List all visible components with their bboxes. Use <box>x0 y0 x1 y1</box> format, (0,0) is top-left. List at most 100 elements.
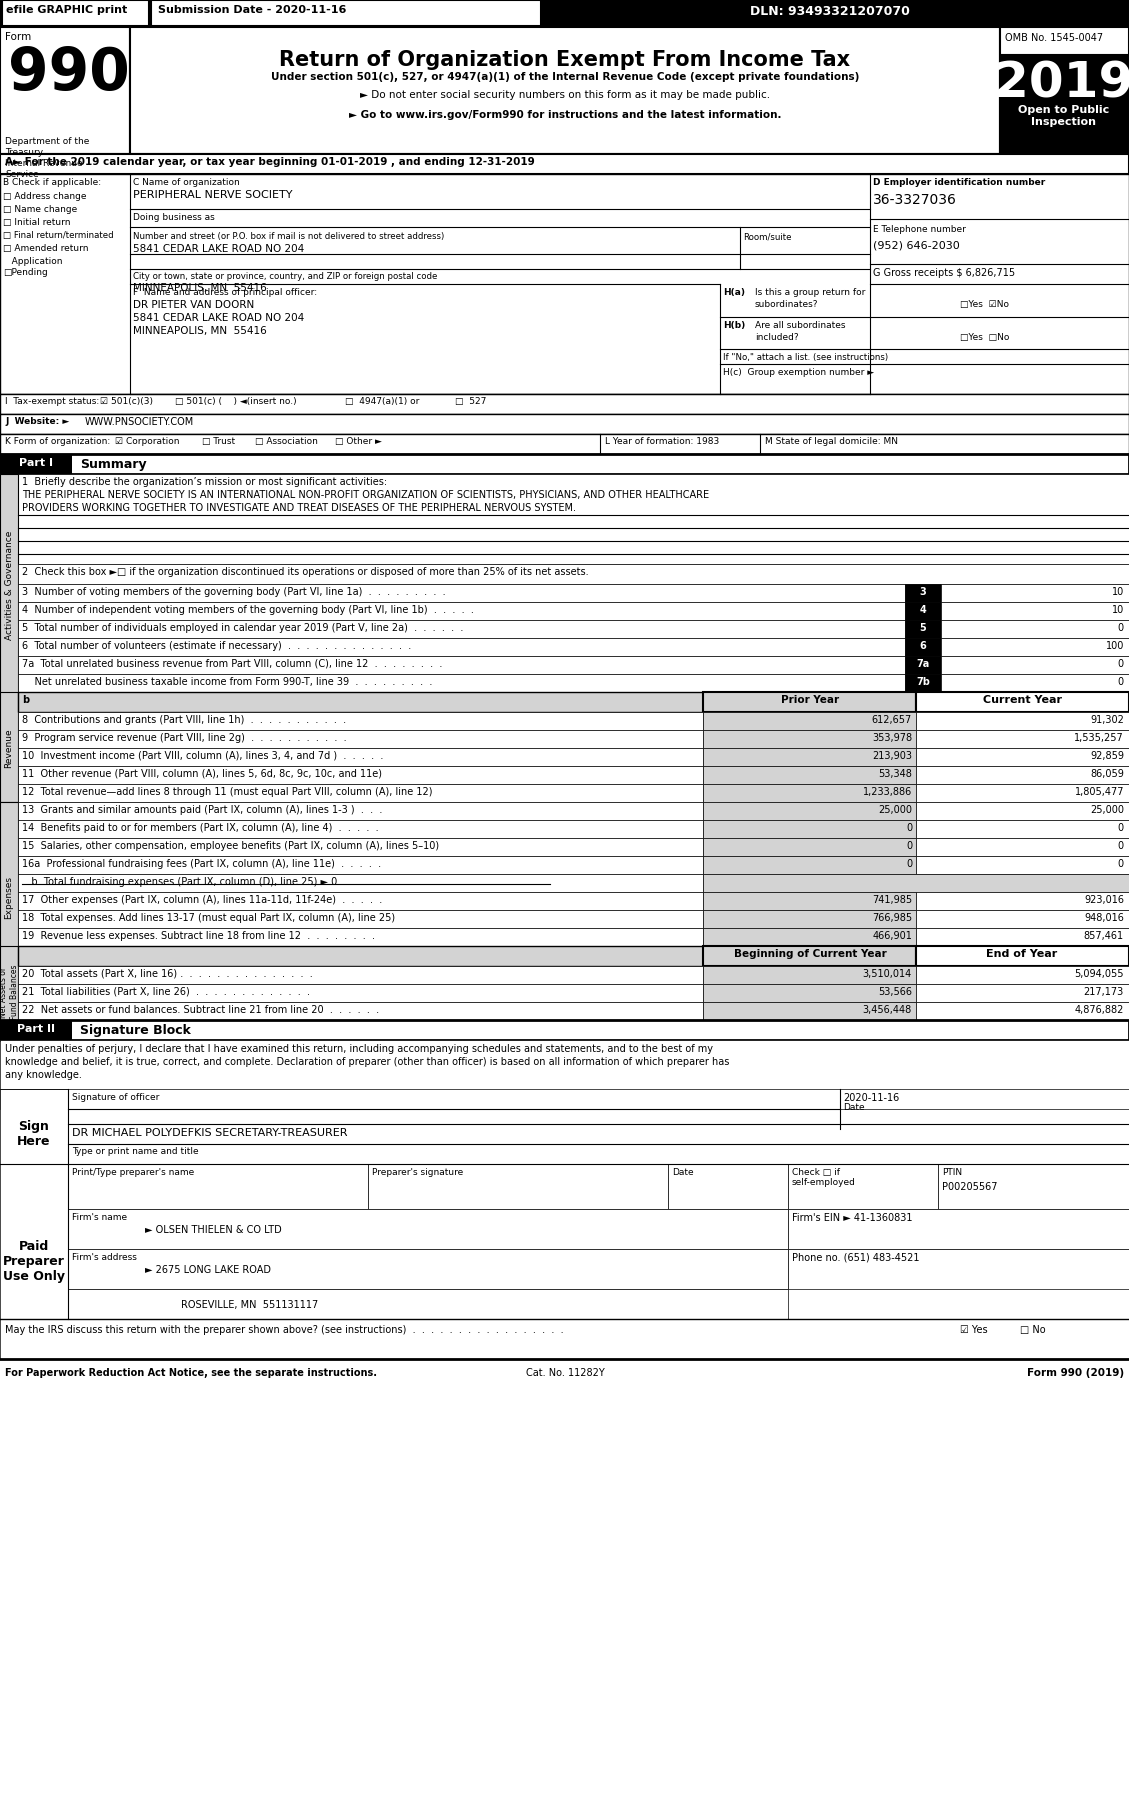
Text: ► 2675 LONG LAKE ROAD: ► 2675 LONG LAKE ROAD <box>145 1265 271 1274</box>
Text: 0: 0 <box>1118 623 1124 632</box>
Bar <box>0 947 18 1037</box>
Bar <box>0 1164 68 1319</box>
Bar <box>703 911 916 929</box>
Bar <box>18 911 703 929</box>
Bar <box>18 692 703 712</box>
Text: 6: 6 <box>920 641 927 651</box>
Text: 5  Total number of individuals employed in calendar year 2019 (Part V, line 2a) : 5 Total number of individuals employed i… <box>21 623 463 632</box>
Text: PERIPHERAL NERVE SOCIETY: PERIPHERAL NERVE SOCIETY <box>133 190 292 201</box>
Text: 25,000: 25,000 <box>1089 804 1124 815</box>
Bar <box>18 638 905 656</box>
Bar <box>703 1003 916 1021</box>
Bar <box>2 2 149 27</box>
Text: 741,985: 741,985 <box>872 894 912 905</box>
Text: 15  Salaries, other compensation, employee benefits (Part IX, column (A), lines : 15 Salaries, other compensation, employe… <box>21 840 439 851</box>
Text: 5841 CEDAR LAKE ROAD NO 204: 5841 CEDAR LAKE ROAD NO 204 <box>133 313 304 323</box>
Text: I  Tax-exempt status:: I Tax-exempt status: <box>5 398 99 407</box>
Bar <box>68 1249 788 1288</box>
Text: 466,901: 466,901 <box>872 931 912 940</box>
Text: Revenue: Revenue <box>5 728 14 768</box>
Bar <box>0 435 1129 455</box>
Text: 990: 990 <box>8 45 130 101</box>
Text: ► OLSEN THIELEN & CO LTD: ► OLSEN THIELEN & CO LTD <box>145 1225 282 1234</box>
Text: 612,657: 612,657 <box>872 714 912 725</box>
Text: DR PIETER VAN DOORN: DR PIETER VAN DOORN <box>133 300 254 309</box>
Text: □ Amended return: □ Amended return <box>3 244 88 253</box>
Text: Signature of officer: Signature of officer <box>72 1093 159 1102</box>
Text: 91,302: 91,302 <box>1091 714 1124 725</box>
Bar <box>788 1164 938 1209</box>
Text: 3: 3 <box>920 587 927 596</box>
Bar <box>788 1209 1129 1249</box>
Bar <box>0 455 1129 475</box>
Bar <box>18 604 905 620</box>
Text: 766,985: 766,985 <box>872 913 912 923</box>
Text: May the IRS discuss this return with the preparer shown above? (see instructions: May the IRS discuss this return with the… <box>5 1325 563 1334</box>
Text: Beginning of Current Year: Beginning of Current Year <box>734 949 886 958</box>
Bar <box>0 1090 68 1164</box>
Bar <box>18 947 703 967</box>
Text: 17  Other expenses (Part IX, column (A), lines 11a-11d, 11f-24e)  .  .  .  .  .: 17 Other expenses (Part IX, column (A), … <box>21 894 383 905</box>
Bar <box>18 748 703 766</box>
Bar <box>916 820 1129 838</box>
Text: ☑ Yes: ☑ Yes <box>960 1325 988 1334</box>
Text: C Name of organization: C Name of organization <box>133 177 239 186</box>
Bar <box>18 820 703 838</box>
Bar <box>18 838 703 857</box>
Text: 5: 5 <box>920 623 927 632</box>
Text: Cat. No. 11282Y: Cat. No. 11282Y <box>526 1368 604 1377</box>
Bar <box>703 838 916 857</box>
Text: 22  Net assets or fund balances. Subtract line 21 from line 20  .  .  .  .  .  .: 22 Net assets or fund balances. Subtract… <box>21 1005 379 1014</box>
Text: □Yes  □No: □Yes □No <box>960 332 1009 342</box>
Bar <box>18 766 703 784</box>
Text: P00205567: P00205567 <box>942 1182 998 1191</box>
Text: 10: 10 <box>1112 587 1124 596</box>
Text: J  Website: ►: J Website: ► <box>5 417 69 426</box>
Text: Net unrelated business taxable income from Form 990-T, line 39  .  .  .  .  .  .: Net unrelated business taxable income fr… <box>21 676 432 687</box>
Bar <box>940 674 1129 692</box>
Text: □ Other ►: □ Other ► <box>335 437 382 446</box>
Text: 7a: 7a <box>917 658 929 669</box>
Text: ROSEVILLE, MN  551131117: ROSEVILLE, MN 551131117 <box>182 1299 318 1310</box>
Text: Open to Public
Inspection: Open to Public Inspection <box>1018 105 1110 126</box>
Text: ☑ 501(c)(3): ☑ 501(c)(3) <box>100 398 154 407</box>
Text: WWW.PNSOCIETY.COM: WWW.PNSOCIETY.COM <box>85 417 194 426</box>
Bar <box>916 692 1129 712</box>
Bar <box>916 857 1129 875</box>
Text: 0: 0 <box>905 858 912 869</box>
Text: 4  Number of independent voting members of the governing body (Part VI, line 1b): 4 Number of independent voting members o… <box>21 605 474 614</box>
Bar <box>703 967 916 985</box>
Text: ☑ Corporation: ☑ Corporation <box>115 437 180 446</box>
Text: (952) 646-2030: (952) 646-2030 <box>873 240 960 249</box>
Bar <box>0 394 1129 416</box>
Bar <box>703 712 916 730</box>
Bar <box>703 947 916 967</box>
Text: □ Trust: □ Trust <box>202 437 235 446</box>
Bar <box>18 967 703 985</box>
Text: For Paperwork Reduction Act Notice, see the separate instructions.: For Paperwork Reduction Act Notice, see … <box>5 1368 377 1377</box>
Text: 13  Grants and similar amounts paid (Part IX, column (A), lines 1-3 )  .  .  .: 13 Grants and similar amounts paid (Part… <box>21 804 383 815</box>
Text: 353,978: 353,978 <box>872 732 912 743</box>
Text: 18  Total expenses. Add lines 13-17 (must equal Part IX, column (A), line 25): 18 Total expenses. Add lines 13-17 (must… <box>21 913 395 923</box>
Bar <box>916 712 1129 730</box>
Text: 7b: 7b <box>916 676 930 687</box>
Text: End of Year: End of Year <box>987 949 1058 958</box>
Bar <box>788 1249 1129 1288</box>
Text: PROVIDERS WORKING TOGETHER TO INVESTIGATE AND TREAT DISEASES OF THE PERIPHERAL N: PROVIDERS WORKING TOGETHER TO INVESTIGAT… <box>21 502 576 513</box>
Bar <box>1000 27 1129 155</box>
Text: □ 501(c) (    ) ◄(insert no.): □ 501(c) ( ) ◄(insert no.) <box>175 398 297 407</box>
Text: Date: Date <box>843 1102 865 1111</box>
Bar <box>18 893 703 911</box>
Bar <box>68 1164 368 1209</box>
Text: any knowledge.: any knowledge. <box>5 1070 82 1079</box>
Text: K Form of organization:: K Form of organization: <box>5 437 111 446</box>
Bar <box>0 27 1129 155</box>
Text: knowledge and belief, it is true, correct, and complete. Declaration of preparer: knowledge and belief, it is true, correc… <box>5 1057 729 1066</box>
Bar <box>916 1003 1129 1021</box>
Text: Check □ if
self-employed: Check □ if self-employed <box>793 1167 856 1187</box>
Text: 1,805,477: 1,805,477 <box>1075 786 1124 797</box>
Bar <box>703 857 916 875</box>
Text: □ Address change: □ Address change <box>3 192 87 201</box>
Text: 2  Check this box ►□ if the organization discontinued its operations or disposed: 2 Check this box ►□ if the organization … <box>21 567 588 576</box>
Text: Prior Year: Prior Year <box>781 694 839 705</box>
